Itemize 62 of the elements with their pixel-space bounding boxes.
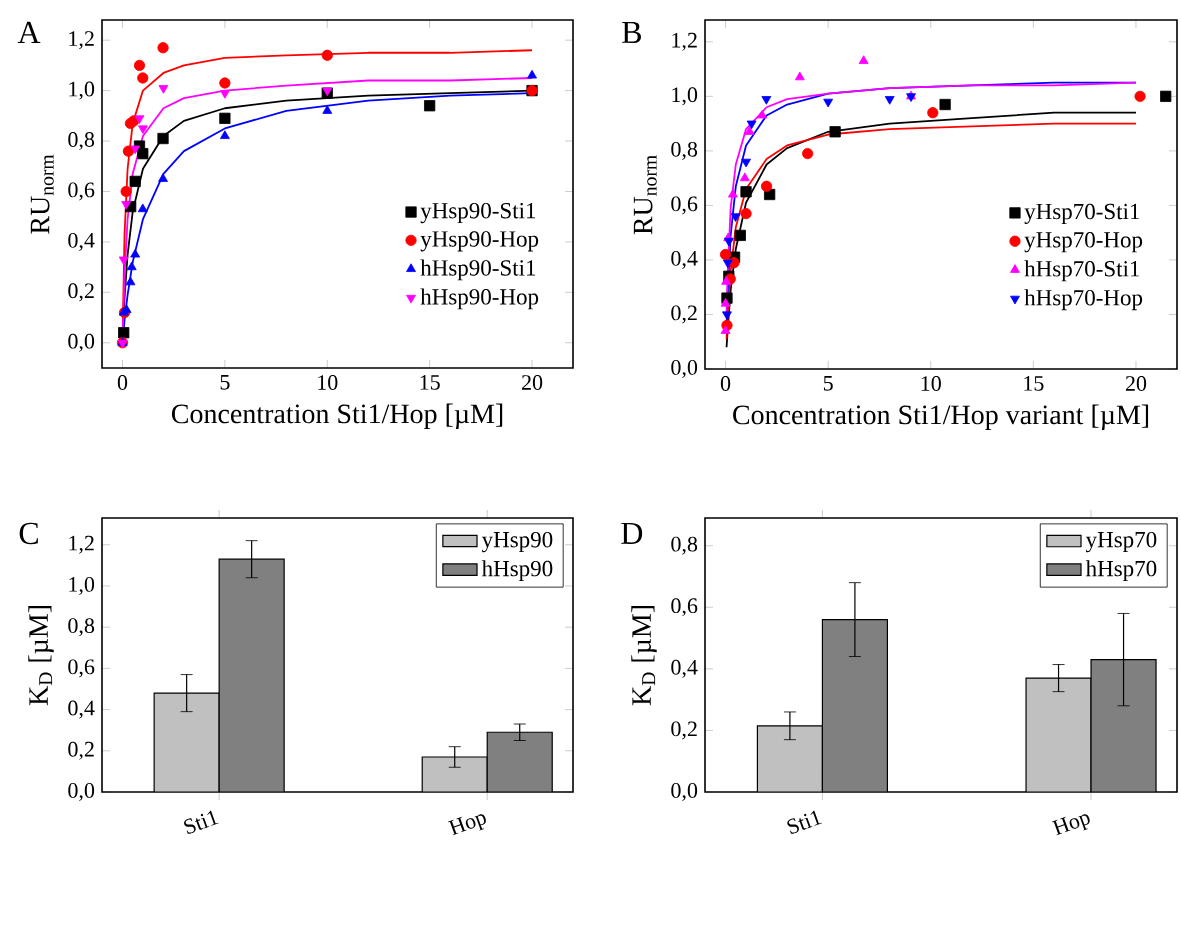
- chart-title: C: [19, 522, 38, 545]
- y-tick-label: 0,8: [671, 536, 698, 555]
- legend-label: yHsp70-Hop: [1024, 232, 1143, 253]
- chart-title: B: [622, 21, 641, 43]
- y-axis-title: K$_{D}$ [µM]: [631, 606, 657, 706]
- x-tick-label: Hop: [1051, 814, 1090, 836]
- x-tick-label: 15: [420, 375, 440, 390]
- y-axis-title: K$_{D}$ [µM]: [28, 606, 54, 706]
- x-axis-title: Concentration Sti1/Hop variant [µM]: [733, 404, 1149, 431]
- legend-label: yHsp90: [481, 531, 553, 553]
- y-tick-label: 1,2: [69, 535, 94, 554]
- legend-label: hHsp90: [481, 560, 553, 582]
- x-tick-label: 15: [1024, 376, 1044, 391]
- x-tick-label: 0: [117, 375, 128, 390]
- y-tick-label: 0,8: [68, 132, 95, 151]
- x-tick-label: 10: [921, 376, 941, 391]
- y-tick-label: 0,8: [68, 618, 95, 637]
- x-tick-label: 5: [823, 376, 833, 391]
- chart-title: D: [621, 522, 643, 544]
- y-tick-label: 0,4: [671, 250, 698, 269]
- x-tick-label: 0: [720, 376, 731, 391]
- chart-title: A: [17, 21, 41, 43]
- legend-label: hHsp70-Hop: [1024, 289, 1143, 311]
- x-tick-label: Sti1: [184, 810, 219, 834]
- y-tick-label: 1,0: [69, 576, 95, 595]
- y-tick-label: 0,4: [68, 232, 95, 251]
- y-axis-title: RU$_{norm}$: [633, 155, 657, 235]
- y-tick-label: 0,4: [68, 700, 95, 719]
- y-tick-label: 1,2: [69, 31, 94, 50]
- y-axis-title: RU$_{norm}$: [30, 154, 54, 234]
- y-tick-label: 1,0: [69, 81, 95, 100]
- y-tick-label: 0,2: [671, 305, 697, 324]
- y-tick-label: 0,6: [671, 598, 698, 617]
- y-tick-label: 0,0: [68, 333, 95, 352]
- legend-label: yHsp90-Hop: [420, 231, 539, 252]
- y-tick-label: 1,0: [672, 87, 698, 106]
- legend-label: yHsp70: [1085, 531, 1157, 553]
- y-tick-label: 0,0: [671, 360, 698, 379]
- y-tick-label: 0,8: [671, 141, 698, 160]
- legend-label: hHsp70-Sti1: [1024, 260, 1140, 282]
- y-tick-label: 0,2: [68, 283, 94, 302]
- y-tick-label: 0,4: [671, 659, 698, 678]
- x-tick-label: 10: [318, 375, 338, 390]
- x-axis-title: Concentration Sti1/Hop [µM]: [171, 403, 503, 430]
- legend-label: hHsp70: [1085, 560, 1157, 582]
- y-tick-label: 0,2: [68, 741, 94, 760]
- y-tick-label: 0,6: [671, 196, 698, 215]
- y-tick-label: 0,6: [68, 182, 95, 201]
- y-tick-label: 1,2: [672, 32, 697, 51]
- legend-label: yHsp70-Sti1: [1024, 203, 1140, 224]
- legend-label: yHsp90-Sti1: [420, 202, 536, 224]
- legend-label: hHsp90-Sti1: [420, 259, 536, 281]
- y-tick-label: 0,0: [68, 783, 95, 802]
- legend-label: hHsp90-Hop: [420, 288, 539, 310]
- x-tick-label: 20: [1125, 376, 1147, 391]
- x-tick-label: Hop: [448, 814, 486, 836]
- x-tick-label: 5: [220, 375, 230, 390]
- y-tick-label: 0,0: [671, 783, 698, 802]
- x-tick-label: 20: [522, 375, 543, 390]
- y-tick-label: 0,2: [671, 721, 697, 740]
- x-tick-label: Sti1: [787, 810, 822, 834]
- y-tick-label: 0,6: [68, 659, 95, 678]
